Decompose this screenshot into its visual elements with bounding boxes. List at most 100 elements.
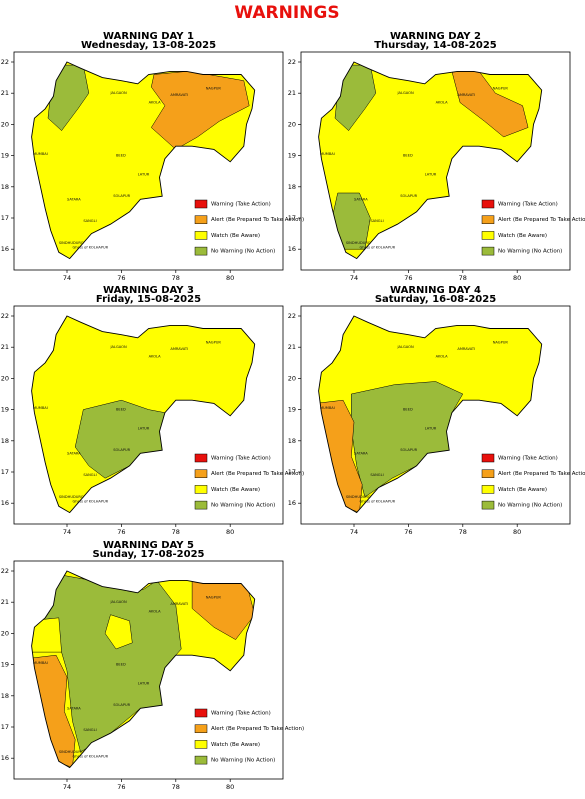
x-tick-label: 76: [117, 783, 125, 791]
legend-label: No Warning (No Action): [498, 503, 562, 509]
district-label: JALGAON: [397, 91, 414, 95]
x-tick-label: 78: [459, 274, 467, 282]
district-label: MUMBAI: [33, 152, 48, 156]
district-label: LATUR: [138, 426, 150, 430]
x-tick-label: 74: [350, 274, 358, 282]
legend-swatch: [194, 708, 208, 718]
district-label: AKOLA: [149, 610, 162, 614]
district-label: JALGAON: [397, 345, 414, 349]
district-label: SOLAPUR: [113, 703, 130, 707]
panel-title: WARNING DAY 2: [390, 31, 481, 42]
legend-swatch: [194, 215, 208, 224]
district-label: AMRAVATI: [170, 602, 188, 606]
panel-title: WARNING DAY 4: [390, 285, 481, 296]
legend-label: No Warning (No Action): [211, 758, 275, 764]
legend-label: Watch (Be Aware): [498, 487, 547, 493]
x-tick-label: 80: [226, 274, 234, 282]
legend-label: Warning (Take Action): [498, 202, 558, 208]
y-tick-label: 17: [288, 214, 296, 222]
region: [31, 617, 62, 653]
legend-label: Warning (Take Action): [211, 456, 271, 462]
panel-subtitle: Saturday, 16-08-2025: [375, 294, 496, 305]
y-tick-label: 22: [288, 312, 296, 320]
y-tick-label: 17: [1, 214, 9, 222]
legend-swatch: [194, 724, 208, 733]
y-tick-label: 18: [288, 183, 296, 191]
district-label: SOLAPUR: [400, 448, 417, 452]
legend-label: No Warning (No Action): [498, 249, 562, 255]
y-tick-label: 22: [1, 567, 9, 575]
panel-title: WARNING DAY 1: [103, 31, 194, 42]
legend-swatch: [481, 199, 495, 209]
y-tick-label: 17: [288, 468, 296, 476]
y-tick-label: 20: [288, 120, 296, 128]
y-tick-label: 18: [1, 437, 9, 445]
region: [451, 71, 529, 138]
district-label: LATUR: [138, 172, 150, 176]
district-label: SINDHUDURG: [59, 750, 84, 754]
x-tick-label: 78: [172, 783, 180, 791]
district-label: SATARA: [67, 451, 81, 455]
y-tick-label: 20: [1, 374, 9, 382]
state-border: [318, 61, 543, 260]
y-tick-label: 22: [1, 312, 9, 320]
y-tick-label: 19: [288, 406, 296, 414]
panel-title: WARNING DAY 5: [103, 540, 194, 551]
y-tick-label: 21: [1, 89, 9, 97]
legend-label: Watch (Be Aware): [211, 742, 260, 748]
panel-subtitle: Sunday, 17-08-2025: [92, 549, 204, 560]
legend-swatch: [194, 740, 208, 749]
y-tick-label: 18: [1, 183, 9, 191]
district-label: SATARA: [67, 197, 81, 201]
x-tick-label: 80: [226, 783, 234, 791]
x-tick-label: 80: [513, 274, 521, 282]
x-tick-label: 76: [117, 528, 125, 536]
legend-swatch: [481, 469, 495, 478]
district-label: BEED: [116, 663, 126, 667]
district-label: SATARA: [67, 706, 81, 710]
legend-label: No Warning (No Action): [211, 503, 275, 509]
y-tick-label: 22: [288, 58, 296, 66]
y-tick-label: 16: [1, 245, 9, 253]
legend-label: No Warning (No Action): [211, 249, 275, 255]
panel-subtitle: Wednesday, 13-08-2025: [81, 40, 216, 51]
district-label: NAGPUR: [493, 341, 509, 345]
y-tick-label: 17: [1, 723, 9, 731]
legend-swatch: [194, 500, 208, 510]
district-label: BEED: [403, 154, 413, 158]
x-tick-label: 74: [63, 274, 71, 282]
district-label: AMRAVATI: [170, 347, 188, 351]
legend-swatch: [481, 246, 495, 256]
region: [351, 381, 464, 498]
state-border: [318, 315, 543, 514]
y-tick-label: 20: [1, 629, 9, 637]
y-tick-label: 21: [288, 89, 296, 97]
legend-swatch: [194, 453, 208, 463]
district-label: NAGPUR: [206, 341, 222, 345]
y-tick-label: 16: [1, 499, 9, 507]
y-tick-label: 16: [1, 754, 9, 762]
y-tick-label: 22: [1, 58, 9, 66]
x-tick-label: 76: [404, 274, 412, 282]
y-tick-label: 20: [1, 120, 9, 128]
district-label: NAGPUR: [206, 596, 222, 600]
y-tick-label: 16: [288, 499, 296, 507]
district-label: SATARA: [354, 451, 368, 455]
district-label: SOLAPUR: [113, 448, 130, 452]
y-tick-label: 19: [1, 152, 9, 160]
panel-subtitle: Thursday, 14-08-2025: [374, 40, 497, 51]
legend-label: Watch (Be Aware): [211, 233, 260, 239]
district-label: AKOLA: [149, 355, 162, 359]
district-label: AMRAVATI: [170, 93, 188, 97]
legend-swatch: [194, 231, 208, 240]
x-tick-label: 78: [172, 274, 180, 282]
district-label: SINDHUDURG: [59, 241, 84, 245]
x-tick-label: 74: [350, 528, 358, 536]
map-frame: [13, 51, 284, 271]
panel-title: WARNING DAY 3: [103, 285, 194, 296]
district-label: Ghats of KOLHAPUR: [359, 246, 395, 250]
map-frame: [13, 305, 284, 525]
district-label: NAGPUR: [493, 87, 509, 91]
